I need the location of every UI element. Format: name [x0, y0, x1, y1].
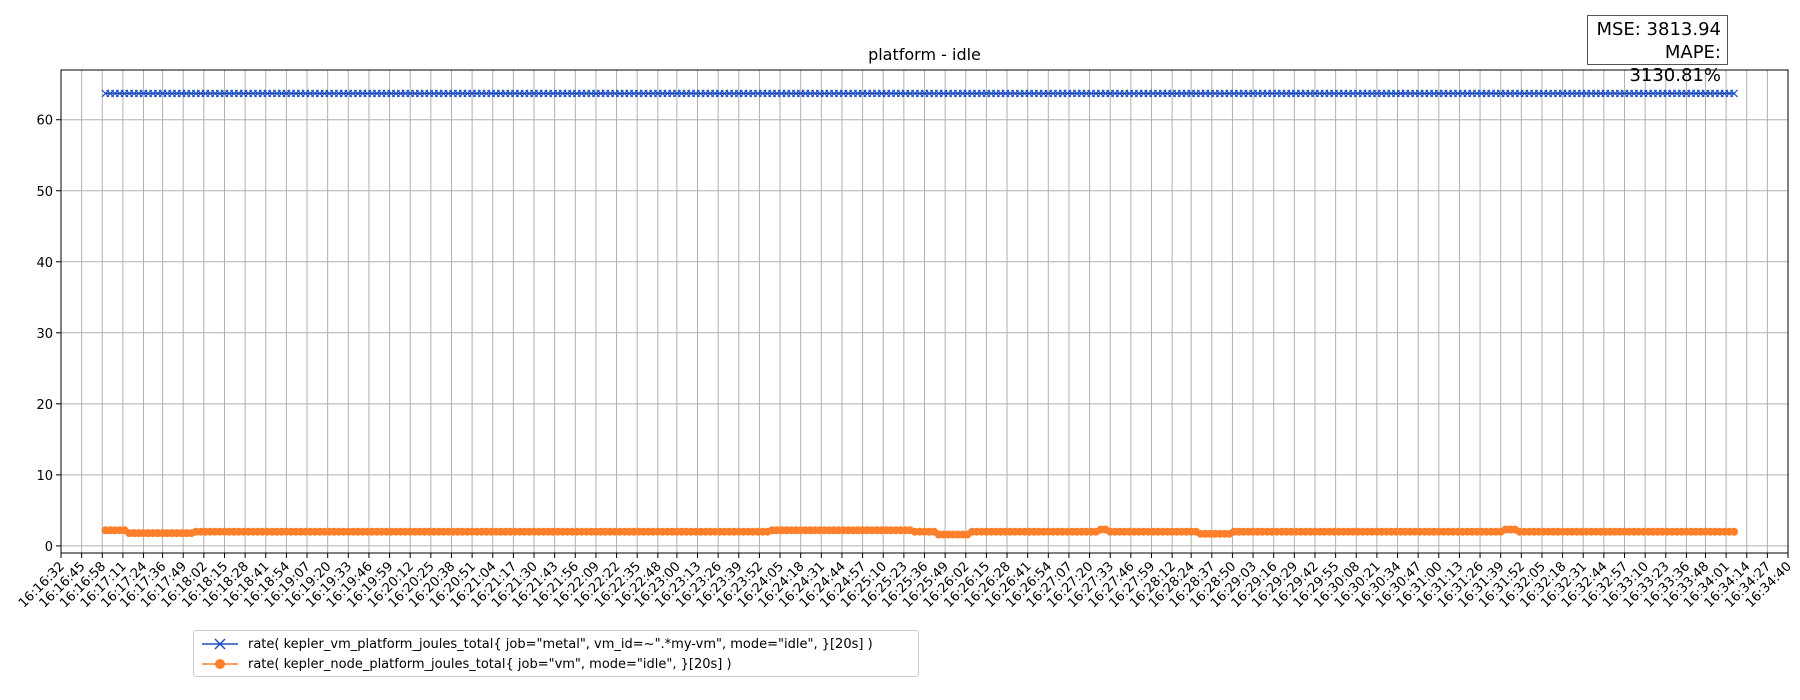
grid [60, 70, 1789, 553]
y-tick-label: 10 [36, 469, 53, 484]
legend-label-node: rate( kepler_node_platform_joules_total{… [248, 656, 732, 672]
legend-entry-vm: rate( kepler_vm_platform_joules_total{ j… [194, 634, 918, 654]
data-point [1730, 527, 1739, 536]
y-tick-label: 50 [36, 185, 53, 200]
mape-label: MAPE: 3130.81% [1629, 42, 1721, 86]
y-tick-label: 20 [36, 398, 53, 413]
legend-entry-node: rate( kepler_node_platform_joules_total{… [194, 654, 918, 674]
legend-swatch-circle-icon [202, 659, 238, 669]
series-layer [101, 89, 1739, 539]
series-node [101, 525, 1739, 539]
y-tick-label: 40 [36, 256, 53, 271]
legend-label-vm: rate( kepler_vm_platform_joules_total{ j… [248, 636, 873, 652]
metrics-box: MSE: 3813.94 MAPE: 3130.81% [1587, 15, 1728, 86]
y-tick-label: 0 [45, 540, 53, 555]
data-point [1730, 89, 1738, 98]
series-vm [101, 89, 1738, 98]
x-axis: 16:16:3216:16:4516:16:5816:17:1116:17:24… [16, 553, 1795, 611]
legend: rate( kepler_vm_platform_joules_total{ j… [193, 630, 919, 677]
y-tick-label: 30 [36, 327, 53, 342]
legend-swatch-x-icon [202, 638, 238, 650]
chart-title: platform - idle [868, 45, 981, 64]
mse-label: MSE: 3813.94 [1596, 19, 1721, 40]
y-axis: 0 10 20 30 40 50 60 [36, 114, 61, 555]
y-tick-label: 60 [36, 114, 53, 129]
